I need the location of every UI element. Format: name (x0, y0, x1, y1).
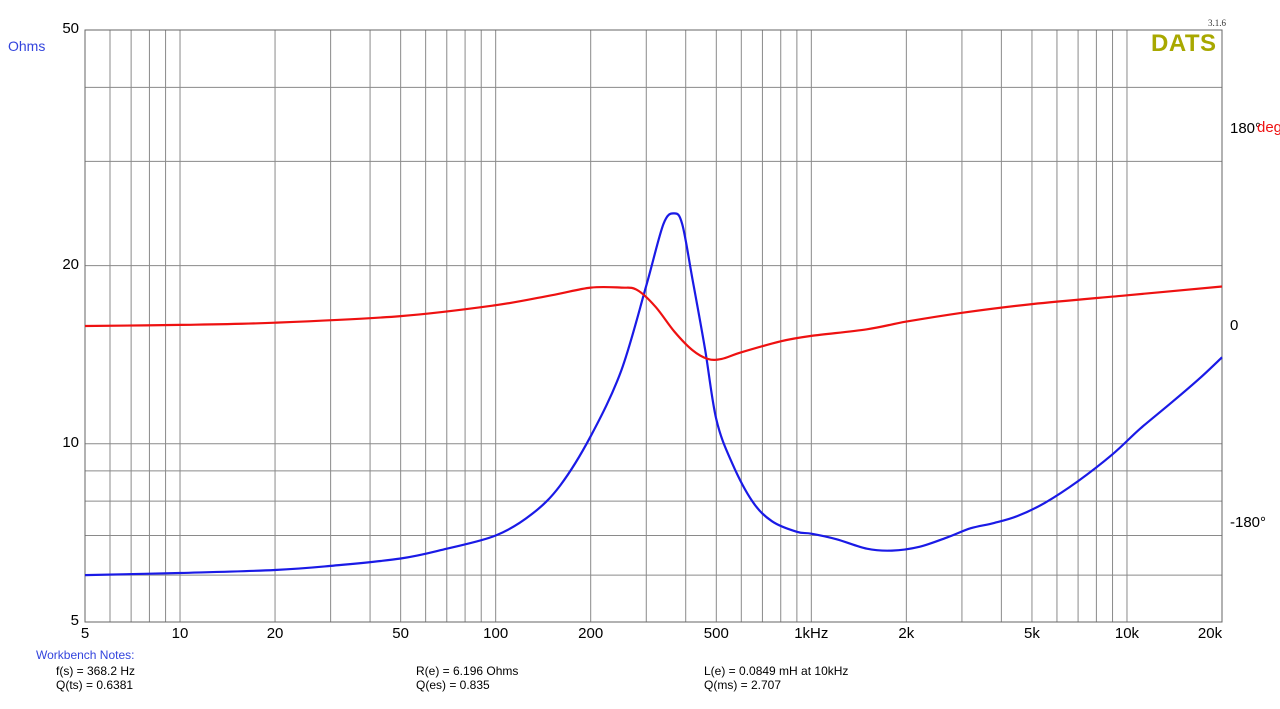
y-tick-label: 20 (62, 255, 79, 273)
x-tick-label: 2k (898, 625, 915, 642)
note-re: R(e) = 6.196 Ohms (416, 664, 519, 678)
note-fs: f(s) = 368.2 Hz (56, 664, 136, 678)
x-tick-label: 500 (703, 625, 729, 642)
y2-tick-label: -180° (1230, 514, 1267, 532)
x-tick-label: 10 (171, 625, 189, 642)
x-tick-label: 20k (1197, 625, 1223, 642)
x-tick-label: 5k (1024, 625, 1040, 642)
y2-tick-label: 0 (1230, 317, 1239, 334)
y2-axis-label: deg (1257, 119, 1280, 136)
note-qes: Q(es) = 0.835 (416, 678, 490, 692)
x-tick-label: 5 (80, 625, 90, 642)
y-tick-label: 10 (62, 433, 79, 451)
series-layer (84, 212, 1223, 577)
dats-logo: DATS (1151, 30, 1217, 57)
x-tick-label: 100 (483, 625, 509, 642)
grid (84, 29, 1223, 622)
x-tick-label: 200 (578, 625, 604, 642)
y-tick-label: 50 (62, 20, 79, 37)
version-label: 3.1.6 (1208, 18, 1226, 28)
note-le: L(e) = 0.0849 mH at 10kHz (704, 664, 849, 678)
y-tick-label: 5 (70, 612, 79, 629)
phase-curve (84, 285, 1223, 361)
x-tick-label: 10k (1114, 625, 1140, 642)
y2-tick-label: 180° (1230, 119, 1262, 137)
notes-title: Workbench Notes: (36, 648, 135, 662)
x-tick-label: 20 (266, 625, 284, 642)
impedance-curve (84, 212, 1223, 577)
x-tick-label: 1kHz (794, 625, 829, 642)
note-qts: Q(ts) = 0.6381 (56, 678, 134, 692)
y-axis-label: Ohms (8, 38, 46, 54)
x-tick-label: 50 (392, 625, 409, 642)
note-qms: Q(ms) = 2.707 (704, 678, 782, 692)
plot-frame (84, 29, 1223, 623)
